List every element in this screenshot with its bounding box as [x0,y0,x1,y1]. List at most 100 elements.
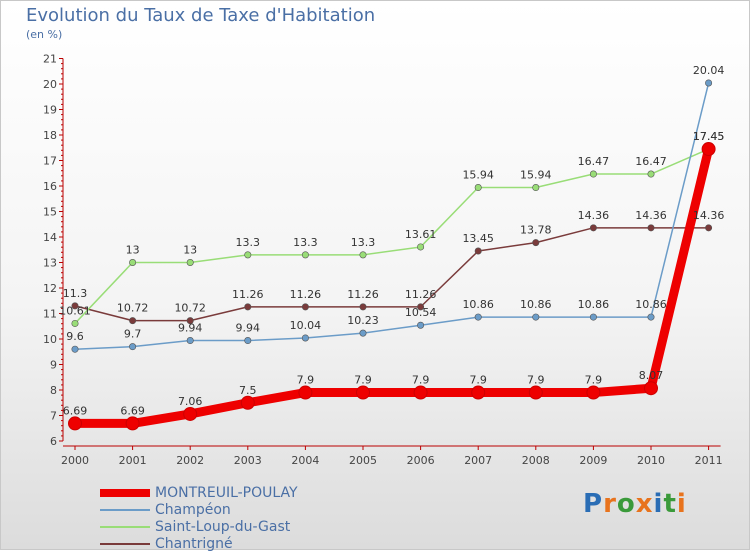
data-label: 10.86 [578,298,610,311]
data-point [589,313,597,321]
data-point [240,395,255,410]
data-point [532,184,540,192]
data-point [301,251,309,259]
data-point [586,385,601,400]
data-label: 9.94 [178,322,203,335]
x-tick-label: 2001 [119,454,147,467]
y-tick-label: 14 [43,231,57,244]
data-label: 7.9 [297,374,315,387]
data-point [701,142,716,157]
legend-label: Champéon [155,501,231,518]
data-point [647,224,655,232]
x-tick-label: 2005 [349,454,377,467]
proxiti-logo: Proxiti [583,489,687,519]
data-point [474,184,482,192]
data-point [129,258,137,266]
data-point [471,385,486,400]
x-tick-label: 2000 [61,454,89,467]
data-label: 7.06 [178,395,203,408]
legend-label: Chantrigné [155,535,233,552]
logo-letter: t [663,489,677,519]
y-tick-label: 8 [50,384,57,397]
data-point [356,385,370,400]
data-label: 6.69 [63,404,88,417]
legend-swatch [100,525,150,528]
data-point [129,317,137,325]
data-label: 13.3 [351,236,376,249]
data-point [417,243,425,251]
data-label: 11.26 [405,288,437,301]
data-label: 10.86 [462,298,494,311]
data-label: 10.72 [174,302,206,315]
data-label: 11.26 [232,288,264,301]
legend-item: Chantrigné [100,535,298,552]
logo-letter: x [635,489,654,519]
legend-item: MONTREUIL-POULAY [100,484,298,501]
series-line-3 [74,227,710,322]
legend: MONTREUIL-POULAY Champéon Saint-Loup-du-Ga… [100,484,298,552]
data-label: 9.94 [236,322,261,335]
y-tick-label: 15 [43,206,57,219]
y-tick-label: 21 [43,53,57,66]
data-label: 7.5 [239,384,257,397]
data-point [71,302,79,310]
data-label: 15.94 [520,169,552,182]
data-label: 10.61 [59,304,91,317]
data-point [125,416,140,431]
data-point [71,345,79,353]
x-tick-label: 2007 [464,454,492,467]
data-point [183,406,198,421]
legend-item: Saint-Loup-du-Gast [100,518,298,535]
data-label: 14.36 [635,209,667,222]
data-point [359,329,367,337]
y-tick-label: 7 [50,410,57,423]
data-label: 8.07 [639,369,664,382]
logo-letter: i [653,489,664,519]
data-label: 16.47 [635,155,667,168]
data-label: 10.54 [405,306,437,319]
logo-letter: o [616,489,636,519]
data-point [644,381,658,396]
data-point [244,251,252,259]
data-label: 13.78 [520,224,552,237]
data-point [186,317,194,325]
data-label: 9.7 [124,328,142,341]
data-point [417,321,425,329]
data-label: 20.04 [693,64,725,77]
data-label: 9.6 [66,330,84,343]
data-point [186,258,194,266]
data-label: 15.94 [462,169,494,182]
data-label: 11.26 [290,288,322,301]
chart-title: Evolution du Taux de Taxe d'Habitation [26,5,376,26]
data-point [244,337,252,345]
y-tick-label: 6 [50,435,57,448]
data-label: 10.23 [347,314,379,327]
data-label: 11.3 [63,287,88,300]
data-point [413,385,428,400]
legend-swatch [100,488,150,497]
data-label: 13.45 [462,232,494,245]
data-point [474,247,482,255]
logo-letter: i [676,489,687,519]
data-point [301,303,309,311]
data-point [71,319,79,327]
data-label: 14.36 [578,209,610,222]
chart-subtitle: (en %) [26,28,63,41]
y-tick-label: 18 [43,129,57,142]
y-tick-label: 13 [43,257,57,270]
data-point [589,170,597,178]
x-tick-label: 2009 [579,454,607,467]
data-point [129,343,137,351]
x-tick-label: 2003 [234,454,262,467]
data-point [647,170,655,178]
data-point [705,79,713,87]
data-label: 10.72 [117,302,149,315]
data-label: 7.9 [469,374,487,387]
data-point [532,239,540,247]
logo-letter: r [603,489,617,519]
x-tick-label: 2010 [637,454,665,467]
data-label: 17.45 [693,130,725,143]
data-label: 13.61 [405,228,437,241]
